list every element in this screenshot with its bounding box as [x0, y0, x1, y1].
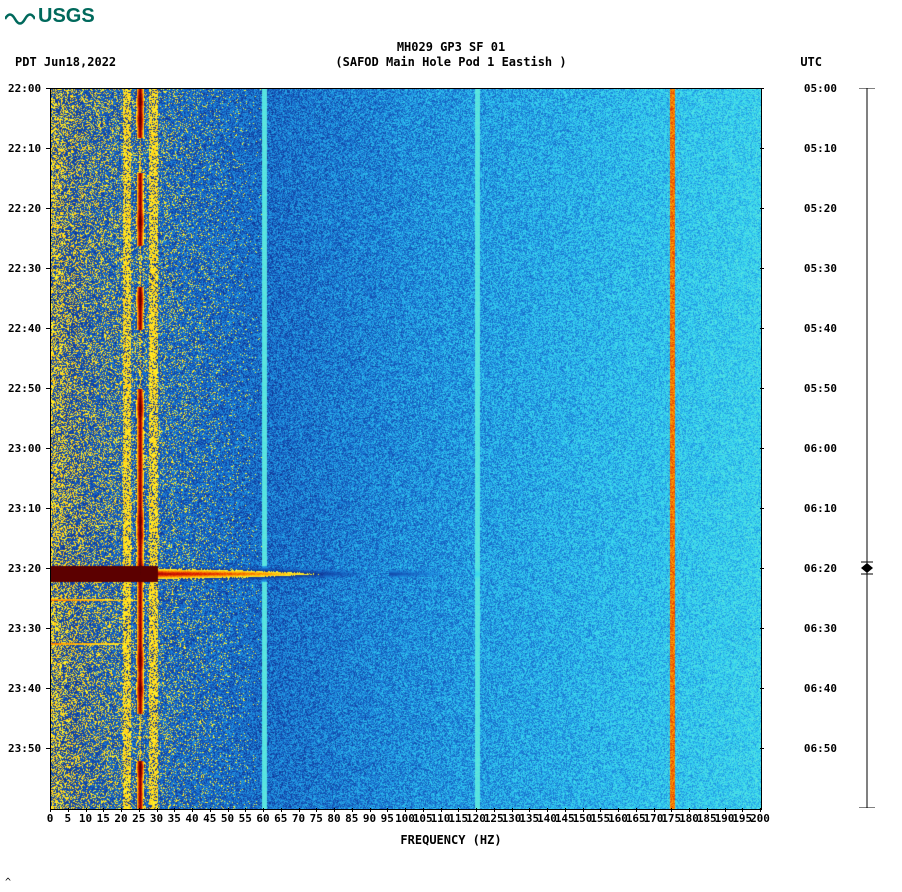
x-tick: 85 — [345, 812, 358, 825]
x-tick: 35 — [168, 812, 181, 825]
x-tick: 55 — [239, 812, 252, 825]
x-tick: 80 — [327, 812, 340, 825]
y-left-tick: 23:20 — [8, 562, 41, 575]
y-left-tick: 22:10 — [8, 142, 41, 155]
y-left-tick: 23:10 — [8, 502, 41, 515]
spectrogram-canvas — [50, 88, 762, 810]
y-right-tick: 06:20 — [804, 562, 837, 575]
chart-subtitle: (SAFOD Main Hole Pod 1 Eastish ) — [0, 55, 902, 69]
x-tick: 10 — [79, 812, 92, 825]
y-right-tick: 06:00 — [804, 442, 837, 455]
side-axis-svg — [847, 88, 887, 808]
y-left-tick: 23:40 — [8, 682, 41, 695]
y-right-tick: 05:10 — [804, 142, 837, 155]
x-tick: 60 — [256, 812, 269, 825]
y-right-tick: 06:50 — [804, 742, 837, 755]
usgs-logo: USGS — [5, 5, 95, 28]
y-left-tick: 22:20 — [8, 202, 41, 215]
x-tick: 40 — [185, 812, 198, 825]
date-label: PDT Jun18,2022 — [15, 55, 116, 69]
y-right-tick: 05:50 — [804, 382, 837, 395]
y-left-tick: 23:30 — [8, 622, 41, 635]
x-tick: 15 — [97, 812, 110, 825]
x-tick: 25 — [132, 812, 145, 825]
y-left-tick: 22:00 — [8, 82, 41, 95]
x-tick: 75 — [310, 812, 323, 825]
corner-mark: ^ — [5, 877, 11, 888]
y-right-tick: 05:20 — [804, 202, 837, 215]
x-tick: 65 — [274, 812, 287, 825]
utc-label: UTC — [800, 55, 822, 69]
logo-text: USGS — [38, 5, 95, 28]
wave-icon — [5, 7, 35, 27]
y-left-tick: 22:30 — [8, 262, 41, 275]
x-tick: 200 — [750, 812, 770, 825]
x-tick: 0 — [47, 812, 54, 825]
y-right-tick: 06:40 — [804, 682, 837, 695]
y-right-tick: 06:10 — [804, 502, 837, 515]
x-tick: 20 — [114, 812, 127, 825]
x-tick: 90 — [363, 812, 376, 825]
y-right-tick: 06:30 — [804, 622, 837, 635]
y-right-tick: 05:30 — [804, 262, 837, 275]
y-left-tick: 23:50 — [8, 742, 41, 755]
x-tick: 70 — [292, 812, 305, 825]
x-tick: 95 — [381, 812, 394, 825]
x-axis-title: FREQUENCY (HZ) — [0, 833, 902, 847]
x-tick: 5 — [64, 812, 71, 825]
spectrogram-chart — [50, 88, 760, 808]
x-tick: 30 — [150, 812, 163, 825]
y-left-tick: 22:50 — [8, 382, 41, 395]
y-left-tick: 23:00 — [8, 442, 41, 455]
side-marker-axis — [847, 88, 887, 808]
x-tick: 45 — [203, 812, 216, 825]
y-left-tick: 22:40 — [8, 322, 41, 335]
y-right-tick: 05:40 — [804, 322, 837, 335]
chart-title: MH029 GP3 SF 01 — [0, 40, 902, 54]
y-right-tick: 05:00 — [804, 82, 837, 95]
x-tick: 50 — [221, 812, 234, 825]
